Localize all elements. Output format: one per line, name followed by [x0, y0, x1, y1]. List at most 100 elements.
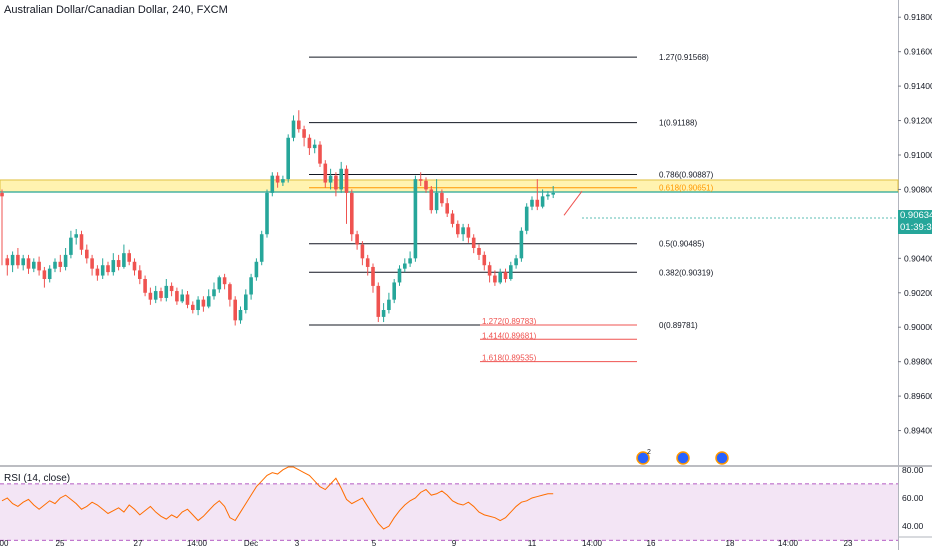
candle-body — [254, 261, 259, 278]
candle-body — [307, 137, 312, 149]
candle-body — [228, 284, 232, 300]
candle-body — [26, 258, 31, 269]
economic-event-icon[interactable] — [636, 451, 650, 465]
candle-body — [21, 258, 25, 266]
candle-body — [487, 265, 492, 276]
candle-body — [58, 261, 63, 267]
time-tick: Dec — [244, 539, 258, 548]
candle-body — [265, 192, 269, 235]
candle-body — [381, 310, 386, 317]
candle-body — [434, 192, 439, 211]
candle-body — [466, 227, 471, 238]
candle-body — [63, 254, 68, 267]
event-markers[interactable]: 2 — [636, 449, 729, 465]
rsi-band — [0, 483, 898, 541]
candle-body — [270, 175, 275, 193]
candle-body — [191, 304, 195, 310]
candle-body — [440, 192, 444, 204]
rsi-tick: 60.00 — [902, 493, 924, 503]
price-tick: 0.90200 — [904, 288, 932, 298]
candle-body — [159, 291, 163, 298]
time-tick: 14:00 — [582, 539, 603, 548]
candle-body — [371, 266, 375, 286]
time-axis: 00 25 27 14:00 Dec 3 5 9 11 14:00 16 18 14:00 23 — [0, 539, 853, 548]
time-tick: 11 — [528, 539, 537, 548]
candle-body — [42, 270, 47, 279]
candle-body — [138, 270, 142, 279]
candle-body — [85, 249, 89, 259]
current-price: 0.90634 — [900, 210, 932, 222]
chart-title: Australian Dollar/Canadian Dollar, 240, … — [4, 4, 228, 16]
economic-event-icon[interactable] — [676, 451, 690, 465]
candle-body — [196, 299, 200, 310]
candle-body — [249, 277, 253, 295]
candle-body — [32, 261, 36, 269]
candle-body — [429, 189, 434, 211]
candle-body — [482, 254, 487, 266]
bar-countdown: 01:39:33 — [900, 222, 932, 234]
candle-body — [244, 294, 248, 310]
candle-body — [132, 261, 137, 271]
candle-body — [175, 291, 179, 302]
candle-body — [503, 272, 508, 279]
candle-body — [328, 175, 333, 183]
price-tick: 0.91400 — [904, 81, 932, 91]
candle-body — [413, 179, 418, 259]
candle-body — [456, 223, 460, 235]
candle-body — [37, 261, 41, 271]
candle-body — [403, 263, 407, 269]
candle-body — [286, 137, 290, 180]
candle-body — [471, 237, 476, 248]
candle-body — [217, 277, 222, 290]
candle-body — [143, 279, 147, 293]
time-tick: 00 — [0, 539, 9, 548]
rsi-label: RSI (14, close) — [4, 473, 71, 484]
candle-body — [90, 258, 94, 269]
time-tick: 16 — [647, 539, 656, 548]
candle-body — [281, 179, 285, 183]
fib-label: 0.618(0.90651) — [659, 184, 714, 193]
candle-body — [74, 234, 78, 238]
fibonacci-levels[interactable]: 1.27(0.91568) 1(0.91188) 0.786(0.90887) 0.6… — [309, 53, 714, 363]
candle-body — [275, 175, 280, 183]
fib-label: 1.272(0.89783) — [482, 317, 537, 326]
candle-body — [238, 310, 243, 321]
candle-body — [153, 291, 158, 300]
time-tick: 23 — [844, 539, 853, 548]
fib-label: 0.5(0.90485) — [659, 240, 705, 249]
candle-body — [540, 196, 545, 207]
price-tick: 0.90000 — [904, 322, 932, 332]
candle-body — [291, 120, 296, 138]
candle-body — [222, 277, 227, 285]
price-tick: 0.89600 — [904, 391, 932, 401]
candle-body — [418, 179, 423, 181]
candle-body — [148, 292, 153, 300]
candle-body — [498, 272, 502, 283]
price-tick: 0.90800 — [904, 184, 932, 194]
candle-body — [318, 144, 322, 164]
price-axis: 0.91800 0.91600 0.91400 0.91200 0.91000 0.908… — [582, 12, 932, 436]
candle-body — [259, 234, 264, 262]
candle-body — [424, 180, 428, 190]
candle-body — [111, 260, 116, 273]
time-tick: 27 — [134, 539, 143, 548]
candle-body — [106, 265, 110, 273]
candle-body — [10, 254, 15, 266]
candle-body — [461, 227, 465, 235]
time-tick: 14:00 — [187, 539, 208, 548]
candle-body — [360, 244, 365, 259]
fib-label: 0(0.89781) — [659, 321, 698, 330]
event-count: 2 — [647, 449, 651, 456]
economic-event-icon[interactable] — [715, 451, 729, 465]
price-tick: 0.89800 — [904, 357, 932, 367]
candle-body — [408, 258, 412, 264]
candle-body — [530, 199, 534, 207]
price-tick: 0.90400 — [904, 253, 932, 263]
candle-body — [387, 299, 391, 310]
fib-label: 0.786(0.90887) — [659, 170, 714, 179]
candle-body — [509, 265, 513, 279]
time-tick: 25 — [56, 539, 65, 548]
candle-body — [212, 289, 216, 297]
candle-body — [0, 192, 4, 197]
